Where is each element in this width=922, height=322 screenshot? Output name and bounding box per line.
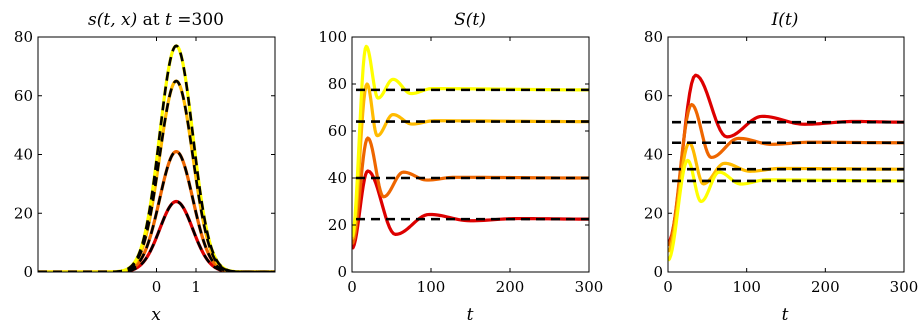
axes-frame — [667, 36, 905, 273]
x-tick-label: 200 — [811, 278, 840, 296]
series-line — [668, 141, 904, 253]
chart-title-S: S(t) — [454, 10, 486, 30]
x-axis-label-I: t — [782, 305, 789, 322]
y-tick-label: 40 — [328, 169, 347, 187]
series-line — [352, 169, 589, 250]
series-line — [38, 79, 275, 272]
series-group — [38, 44, 275, 272]
x-tick-label: 100 — [417, 278, 446, 296]
y-tick-label: 0 — [337, 263, 347, 281]
plot-area: 0 20 40 60 80 0 1 — [14, 28, 276, 296]
x-tick-label: 1 — [191, 278, 201, 296]
series-line — [668, 73, 904, 244]
x-axis-label-S: t — [467, 305, 474, 322]
y-tick-label: 0 — [23, 263, 33, 281]
y-tick-label: 40 — [14, 146, 33, 164]
y-tick-label: 40 — [644, 146, 663, 164]
plot-area: 0 20 40 60 80 0 100 200 300 — [644, 28, 918, 296]
y-tick-label: 60 — [328, 122, 347, 140]
y-tick-label: 80 — [644, 28, 663, 46]
plot-area: 0 20 40 60 80 100 0 100 200 300 — [318, 28, 603, 296]
chart-I-time: I(t) t 0 20 40 60 80 0 100 200 300 — [644, 10, 918, 322]
series-line — [668, 102, 904, 247]
axes-frame — [351, 36, 590, 273]
x-tick-label: 200 — [496, 278, 525, 296]
series-line — [352, 136, 589, 245]
series-line — [668, 158, 904, 262]
chart-S-time: S(t) t 0 20 40 60 80 100 0 100 200 300 — [318, 10, 603, 322]
series-group — [352, 44, 589, 250]
y-tick-label: 20 — [328, 216, 347, 234]
y-tick-label: 80 — [14, 28, 33, 46]
y-tick-label: 20 — [644, 204, 663, 222]
x-tick-label: 0 — [152, 278, 162, 296]
x-tick-label: 0 — [347, 278, 357, 296]
chart-title-s: s(t, x) at t =300 — [88, 10, 224, 30]
chart-title-I: I(t) — [771, 10, 799, 30]
x-axis-label-s: x — [151, 305, 161, 322]
series-line — [352, 82, 589, 240]
x-tick-label: 300 — [890, 278, 919, 296]
y-tick-label: 20 — [14, 204, 33, 222]
chart-s-profile: s(t, x) at t =300 x 0 20 40 60 80 0 1 — [14, 10, 276, 322]
y-tick-label: 60 — [14, 87, 33, 105]
series-group — [668, 73, 904, 262]
y-tick-label: 0 — [653, 263, 663, 281]
x-tick-label: 300 — [575, 278, 604, 296]
x-tick-label: 100 — [732, 278, 761, 296]
series-line — [352, 44, 589, 238]
y-tick-label: 60 — [644, 87, 663, 105]
y-tick-label: 100 — [318, 28, 347, 46]
y-tick-label: 80 — [328, 75, 347, 93]
x-tick-label: 0 — [663, 278, 673, 296]
